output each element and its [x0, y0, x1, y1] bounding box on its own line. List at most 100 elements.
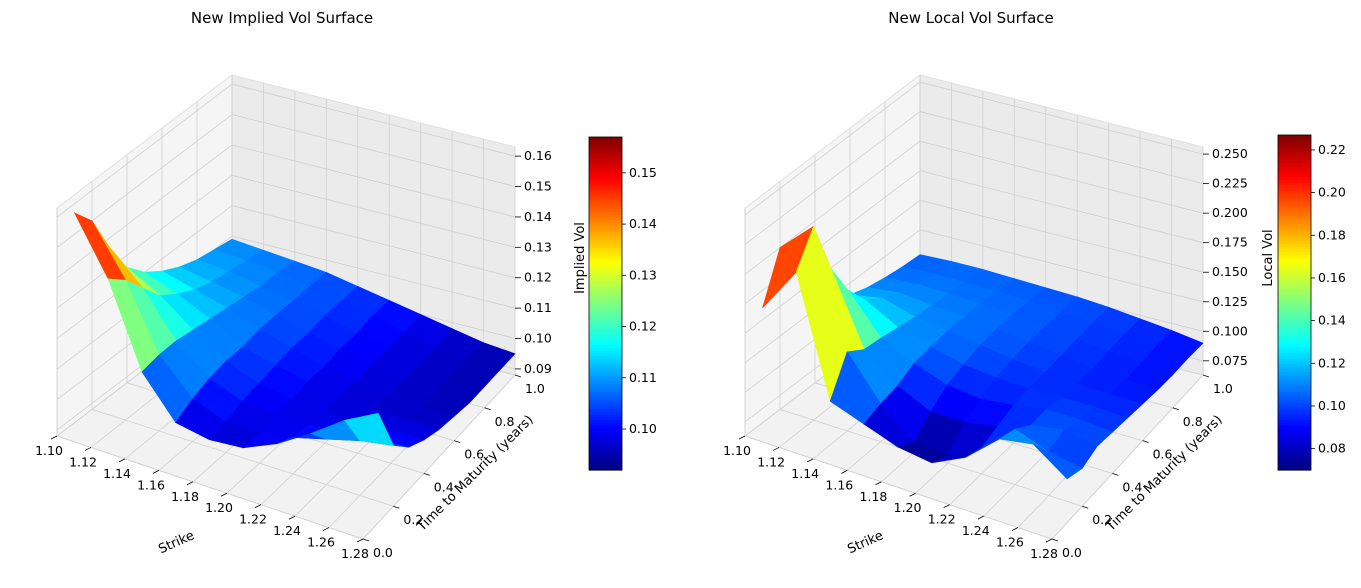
colorbar-slice	[589, 259, 622, 263]
colorbar-slice	[589, 175, 622, 180]
x-tick-label: 1.26	[307, 535, 335, 550]
colorbar-slice	[589, 347, 622, 352]
colorbar-tick-label: 0.14	[629, 216, 657, 231]
colorbar-slice	[589, 145, 622, 149]
colorbar-slice	[1278, 162, 1311, 167]
colorbar-slice	[1278, 190, 1311, 195]
colorbar-slice	[589, 209, 622, 213]
colorbar-slice	[589, 383, 622, 388]
colorbar-slice	[1278, 414, 1311, 418]
colorbar-slice	[589, 148, 622, 152]
colorbar-slice	[1278, 179, 1311, 184]
gridline	[56, 235, 516, 370]
colorbar-slice	[1278, 229, 1311, 234]
colorbar-slice	[1278, 255, 1311, 259]
colorbar-slice	[1278, 416, 1311, 421]
x-tick-mark	[943, 504, 950, 509]
colorbar-slice	[1278, 241, 1311, 245]
colorbar-slice	[1278, 361, 1311, 365]
colorbar-slice	[1278, 422, 1311, 426]
z-tick-label: 0.09	[524, 361, 552, 376]
gridline	[744, 81, 1204, 216]
colorbar-slice	[1278, 386, 1311, 390]
colorbar-slice	[589, 428, 622, 432]
colorbar-slice	[1278, 319, 1311, 323]
implied-vol-panel: New Implied Vol Surface 1.10 1.12 1.14 1.16…	[35, 9, 657, 561]
colorbar-tick-label: 0.20	[1318, 185, 1346, 200]
colorbar-slice	[589, 420, 622, 424]
colorbar-slice	[589, 334, 622, 338]
colorbar-slice	[589, 439, 622, 443]
colorbar-slice	[1278, 196, 1311, 200]
z-tick-label: 0.175	[1212, 235, 1248, 250]
colorbar-tick-label: 0.13	[629, 267, 657, 282]
colorbar-slice	[589, 309, 622, 313]
colorbar-slice	[1278, 246, 1311, 251]
x-tick-mark	[84, 447, 92, 451]
colorbar-slice	[589, 314, 622, 318]
colorbar-slice	[589, 195, 622, 199]
colorbar-slice	[589, 361, 622, 366]
colorbar-slice	[589, 284, 622, 288]
colorbar-slice	[589, 425, 622, 429]
local-vol-panel: New Local Vol Surface 1.101.121.141.161.…	[723, 9, 1346, 561]
x-tick-label: 1.20	[205, 500, 233, 515]
colorbar-slice	[589, 422, 622, 427]
colorbar-slice	[589, 353, 622, 357]
colorbar-slice	[1278, 157, 1311, 161]
colorbar-slice	[589, 256, 622, 260]
colorbar-slice	[589, 225, 622, 230]
y-tick-label: 0.2	[403, 512, 423, 527]
y-tick-label: 0.4	[434, 479, 454, 494]
gridline	[126, 154, 424, 474]
y-tick-mark	[393, 505, 400, 509]
colorbar-slice	[589, 189, 622, 194]
colorbar-slice	[589, 442, 622, 446]
colorbar-slice	[1278, 269, 1311, 273]
colorbar-slice	[589, 192, 622, 196]
y-tick-mark	[1051, 538, 1059, 542]
colorbar-slice	[589, 386, 622, 391]
y-tick-label: 0.6	[464, 447, 484, 462]
colorbar-slice	[1278, 433, 1311, 438]
x-tick-label: 1.20	[894, 500, 922, 515]
colorbar-slice	[1278, 235, 1311, 239]
x-tick-label: 1.12	[757, 454, 785, 469]
colorbar-slice	[589, 339, 622, 343]
colorbar-slice	[1278, 282, 1311, 287]
colorbar-slice	[589, 378, 622, 382]
colorbar-slice	[589, 272, 622, 277]
colorbar-slice	[1278, 428, 1311, 432]
z-tick-label: 0.12	[524, 270, 552, 285]
colorbar-tick-label: 0.11	[629, 370, 657, 385]
colorbar-slice	[1278, 341, 1311, 345]
local-vol-xlabel: Strike	[845, 528, 885, 557]
implied-vol-xlabel: Strike	[156, 528, 196, 557]
colorbar-slice	[589, 223, 622, 227]
colorbar-slice	[589, 331, 622, 335]
z-tick-label: 0.250	[1212, 146, 1248, 161]
colorbar-slice	[1278, 352, 1311, 357]
colorbar-slice	[589, 372, 622, 377]
colorbar-slice	[589, 170, 622, 174]
colorbar-slice	[1278, 257, 1311, 262]
surface-patch	[1033, 443, 1083, 480]
colorbar-slice	[1278, 467, 1311, 471]
colorbar-slice	[589, 403, 622, 407]
colorbar-slice	[589, 214, 622, 219]
x-tick-label: 1.24	[273, 523, 301, 538]
x-tick-label: 1.22	[239, 512, 267, 527]
colorbar-slice	[1278, 171, 1311, 175]
colorbar-slice	[1278, 308, 1311, 312]
x-tick-mark	[977, 515, 984, 520]
x-tick-label: 1.10	[35, 443, 63, 458]
colorbar-slice	[1278, 456, 1311, 460]
z-tick-label: 0.13	[524, 239, 552, 254]
colorbar-slice	[1278, 213, 1311, 217]
colorbar-slice	[1278, 327, 1311, 332]
colorbar-slice	[589, 431, 622, 435]
gridline	[56, 83, 516, 218]
colorbar-tick-label: 0.12	[1318, 355, 1346, 370]
colorbar-slice	[589, 267, 622, 271]
colorbar-slice	[589, 306, 622, 310]
